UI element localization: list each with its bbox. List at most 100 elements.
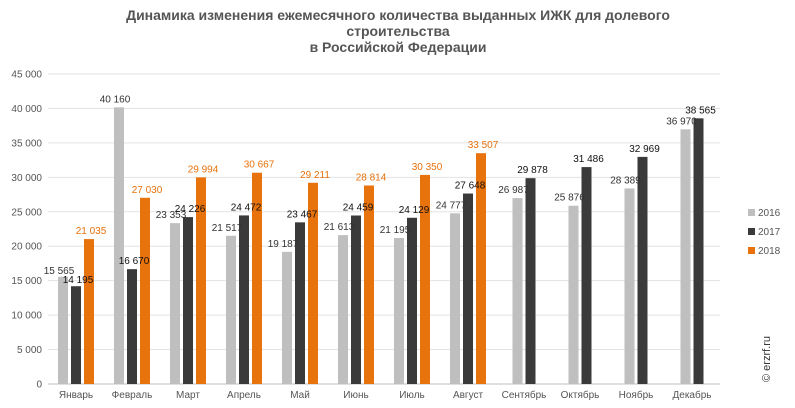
data-label-2017-7: 27 648 — [455, 181, 486, 192]
y-axis-ticks: 0 5 000 10 000 15 000 20 000 25 000 30 000 35 0… — [11, 70, 42, 391]
data-label-2017-8: 29 878 — [517, 165, 548, 176]
chart-title-line: Динамика изменения ежемесячного количест… — [126, 7, 670, 23]
data-label-2018-2: 29 994 — [188, 164, 219, 175]
bar-2018-7 — [476, 153, 486, 384]
data-label-2018-1: 27 030 — [132, 185, 163, 196]
y-tick-label: 0 — [36, 380, 42, 391]
bars — [58, 107, 704, 384]
bar-2016-8 — [512, 198, 523, 384]
bar-2018-1 — [140, 197, 150, 384]
y-tick-label: 35 000 — [11, 138, 42, 149]
bar-2017-6 — [407, 217, 417, 384]
bar-2017-1 — [127, 269, 137, 384]
bar-2016-4 — [282, 251, 292, 384]
data-label-2016-1: 40 160 — [100, 94, 131, 105]
y-tick-label: 10 000 — [11, 311, 42, 322]
category-label: Май — [290, 390, 310, 401]
bar-2017-10 — [637, 156, 648, 384]
data-label-2017-5: 24 459 — [343, 203, 374, 214]
x-axis-categories: Январь Февраль Март Апрель Май Июнь Июль Август… — [59, 389, 712, 401]
category-label: Январь — [59, 390, 93, 401]
data-label-2018-6: 30 350 — [412, 162, 443, 173]
gridlines — [48, 73, 720, 385]
bar-2017-0 — [71, 286, 81, 384]
bar-2017-5 — [351, 215, 361, 384]
data-label-2018-0: 21 035 — [76, 226, 107, 237]
legend: 2016 2017 2018 — [748, 208, 781, 257]
data-label-2016-11: 36 970 — [666, 116, 697, 127]
chart-title: Динамика изменения ежемесячного количест… — [126, 7, 670, 55]
bar-2016-10 — [624, 188, 635, 384]
category-label: Июль — [399, 390, 425, 401]
y-tick-label: 45 000 — [11, 70, 42, 81]
data-label-2017-3: 24 472 — [231, 202, 262, 213]
data-label-2017-11: 38 565 — [685, 105, 716, 116]
y-tick-label: 25 000 — [11, 207, 42, 218]
bar-2016-5 — [338, 235, 348, 384]
category-label: Март — [176, 390, 200, 401]
data-label-2017-2: 24 226 — [175, 204, 206, 215]
bar-2016-0 — [58, 276, 68, 384]
bar-2018-0 — [84, 239, 94, 384]
bar-2016-2 — [170, 223, 180, 384]
y-tick-label: 15 000 — [11, 276, 42, 287]
bar-2018-6 — [420, 174, 430, 384]
category-label: Август — [453, 390, 484, 401]
data-label-2016-5: 21 613 — [324, 222, 355, 233]
data-label-2016-6: 21 195 — [380, 225, 411, 236]
data-label-2017-9: 31 486 — [573, 154, 604, 165]
data-label-2018-3: 30 667 — [244, 160, 275, 171]
category-label: Сентябрь — [502, 389, 547, 401]
data-label-2018-4: 29 211 — [300, 170, 330, 181]
data-label-2016-3: 21 517 — [212, 223, 243, 234]
bar-2017-3 — [239, 215, 249, 384]
data-label-2017-1: 16 670 — [119, 256, 150, 267]
y-tick-label: 20 000 — [11, 242, 42, 253]
data-label-2016-2: 23 353 — [156, 210, 187, 221]
data-label-2016-9: 25 876 — [554, 193, 585, 204]
chart-title-line: в Российской Федерации — [310, 39, 487, 55]
category-label: Апрель — [227, 390, 261, 401]
legend-swatch-2016 — [748, 209, 755, 216]
bar-2016-6 — [394, 237, 404, 384]
bar-2017-7 — [463, 193, 473, 384]
legend-label-2018: 2018 — [758, 246, 781, 257]
bar-2018-3 — [252, 172, 262, 384]
data-label-2016-7: 24 777 — [436, 200, 467, 211]
bar-2017-4 — [295, 222, 305, 384]
data-label-2017-6: 24 129 — [399, 205, 430, 216]
category-label: Октябрь — [561, 389, 600, 401]
category-label: Июнь — [343, 390, 368, 401]
category-label: Декабрь — [673, 389, 712, 401]
legend-swatch-2017 — [748, 228, 755, 235]
legend-swatch-2018 — [748, 247, 755, 254]
category-label: Ноябрь — [619, 389, 654, 401]
chart-title-line: строительства — [346, 23, 450, 39]
bar-2016-7 — [450, 213, 460, 384]
data-label-2017-0: 14 195 — [63, 275, 94, 286]
bar-2018-2 — [196, 177, 206, 384]
watermark: © erzrf.ru — [761, 336, 773, 382]
data-label-2018-5: 28 814 — [356, 173, 387, 184]
bar-2016-3 — [226, 235, 236, 384]
y-tick-label: 5 000 — [17, 345, 42, 356]
bar-2016-11 — [680, 129, 691, 384]
bar-2018-4 — [308, 182, 318, 384]
data-label-2016-4: 19 187 — [268, 239, 299, 250]
y-tick-label: 30 000 — [11, 173, 42, 184]
data-label-2017-10: 32 969 — [629, 144, 660, 155]
data-label-2017-4: 23 467 — [287, 209, 318, 220]
y-tick-label: 40 000 — [11, 104, 42, 115]
bar-2017-8 — [525, 178, 536, 384]
legend-label-2016: 2016 — [758, 208, 781, 219]
legend-label-2017: 2017 — [758, 227, 781, 238]
bar-2017-2 — [183, 217, 193, 384]
bar-2016-1 — [114, 107, 124, 384]
bar-2017-11 — [693, 118, 704, 384]
data-label-2018-7: 33 507 — [468, 140, 499, 151]
bar-2017-9 — [581, 167, 592, 384]
bar-2018-5 — [364, 185, 374, 384]
category-label: Февраль — [112, 390, 153, 401]
